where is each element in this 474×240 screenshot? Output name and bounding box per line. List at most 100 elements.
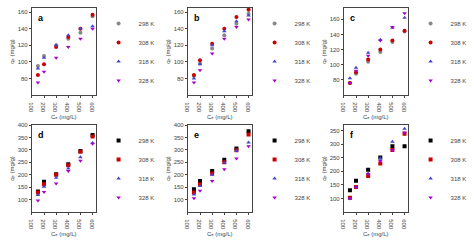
svg-text:328 K: 328 K bbox=[451, 78, 467, 84]
svg-text:400: 400 bbox=[220, 219, 226, 230]
svg-text:400: 400 bbox=[64, 102, 70, 113]
svg-text:200: 200 bbox=[18, 172, 29, 178]
svg-text:298 K: 298 K bbox=[451, 21, 467, 27]
svg-text:328 K: 328 K bbox=[139, 78, 155, 84]
svg-text:140: 140 bbox=[18, 26, 29, 32]
svg-text:Cₑ (mg/L): Cₑ (mg/L) bbox=[363, 231, 389, 237]
svg-text:308 K: 308 K bbox=[139, 157, 155, 163]
svg-text:Cₑ (mg/L): Cₑ (mg/L) bbox=[363, 114, 389, 120]
svg-text:qₑ (mg/g): qₑ (mg/g) bbox=[165, 39, 171, 64]
svg-text:318 K: 318 K bbox=[139, 59, 155, 65]
svg-text:308 K: 308 K bbox=[295, 40, 311, 46]
svg-text:100: 100 bbox=[18, 59, 29, 65]
svg-text:100: 100 bbox=[28, 102, 34, 113]
svg-text:600: 600 bbox=[401, 219, 407, 230]
svg-text:300: 300 bbox=[208, 219, 214, 230]
svg-text:80: 80 bbox=[21, 76, 28, 82]
svg-text:300: 300 bbox=[52, 102, 58, 113]
svg-text:100: 100 bbox=[18, 197, 29, 203]
svg-text:298 K: 298 K bbox=[139, 21, 155, 27]
svg-text:250: 250 bbox=[18, 159, 29, 165]
svg-text:150: 150 bbox=[330, 182, 341, 188]
svg-text:200: 200 bbox=[352, 102, 358, 113]
svg-text:298 K: 298 K bbox=[295, 138, 311, 144]
svg-text:200: 200 bbox=[352, 219, 358, 230]
svg-text:300: 300 bbox=[174, 147, 185, 153]
svg-text:80: 80 bbox=[177, 76, 184, 82]
svg-text:350: 350 bbox=[174, 135, 185, 141]
svg-text:200: 200 bbox=[196, 102, 202, 113]
svg-text:120: 120 bbox=[330, 47, 341, 53]
svg-text:100: 100 bbox=[184, 219, 190, 230]
svg-text:80: 80 bbox=[333, 77, 340, 83]
svg-text:400: 400 bbox=[174, 122, 185, 128]
svg-text:b: b bbox=[194, 13, 200, 23]
svg-text:350: 350 bbox=[330, 128, 341, 134]
svg-text:150: 150 bbox=[174, 184, 185, 190]
svg-text:100: 100 bbox=[174, 59, 185, 65]
svg-text:308 K: 308 K bbox=[295, 157, 311, 163]
svg-text:140: 140 bbox=[330, 32, 341, 38]
svg-text:Cₑ (mg/L): Cₑ (mg/L) bbox=[207, 231, 233, 237]
svg-text:100: 100 bbox=[330, 62, 341, 68]
svg-text:160: 160 bbox=[174, 9, 185, 15]
svg-text:318 K: 318 K bbox=[295, 59, 311, 65]
svg-text:300: 300 bbox=[208, 102, 214, 113]
svg-text:200: 200 bbox=[330, 168, 341, 174]
svg-text:a: a bbox=[38, 13, 44, 23]
svg-text:Cₑ (mg/L): Cₑ (mg/L) bbox=[51, 114, 77, 120]
svg-text:298 K: 298 K bbox=[139, 138, 155, 144]
svg-text:298 K: 298 K bbox=[295, 21, 311, 27]
svg-text:120: 120 bbox=[18, 42, 29, 48]
svg-text:500: 500 bbox=[232, 102, 238, 113]
svg-text:500: 500 bbox=[232, 219, 238, 230]
svg-text:100: 100 bbox=[28, 219, 34, 230]
svg-text:328 K: 328 K bbox=[451, 195, 467, 201]
svg-text:300: 300 bbox=[52, 219, 58, 230]
svg-text:e: e bbox=[194, 130, 199, 140]
svg-text:c: c bbox=[350, 13, 355, 23]
svg-text:Cₑ (mg/L): Cₑ (mg/L) bbox=[207, 114, 233, 120]
svg-text:100: 100 bbox=[184, 102, 190, 113]
svg-text:qₑ (mg/g): qₑ (mg/g) bbox=[9, 39, 15, 64]
svg-text:400: 400 bbox=[220, 102, 226, 113]
svg-text:250: 250 bbox=[174, 159, 185, 165]
svg-text:160: 160 bbox=[18, 9, 29, 15]
svg-text:328 K: 328 K bbox=[295, 195, 311, 201]
svg-text:600: 600 bbox=[89, 219, 95, 230]
svg-text:100: 100 bbox=[174, 197, 185, 203]
svg-text:qₑ (mg/g): qₑ (mg/g) bbox=[321, 156, 327, 181]
svg-text:100: 100 bbox=[330, 196, 341, 202]
svg-text:308 K: 308 K bbox=[139, 40, 155, 46]
svg-text:318 K: 318 K bbox=[139, 176, 155, 182]
svg-text:400: 400 bbox=[376, 219, 382, 230]
svg-text:300: 300 bbox=[364, 102, 370, 113]
svg-text:318 K: 318 K bbox=[451, 59, 467, 65]
svg-text:400: 400 bbox=[64, 219, 70, 230]
svg-text:160: 160 bbox=[330, 16, 341, 22]
svg-text:120: 120 bbox=[174, 42, 185, 48]
svg-text:300: 300 bbox=[18, 147, 29, 153]
svg-text:200: 200 bbox=[174, 172, 185, 178]
svg-text:250: 250 bbox=[330, 155, 341, 161]
svg-text:600: 600 bbox=[401, 102, 407, 113]
svg-text:f: f bbox=[350, 130, 354, 140]
svg-text:400: 400 bbox=[376, 102, 382, 113]
svg-text:200: 200 bbox=[40, 102, 46, 113]
svg-text:200: 200 bbox=[196, 219, 202, 230]
svg-text:140: 140 bbox=[174, 26, 185, 32]
svg-text:318 K: 318 K bbox=[451, 176, 467, 182]
svg-text:500: 500 bbox=[76, 102, 82, 113]
svg-text:200: 200 bbox=[40, 219, 46, 230]
svg-text:600: 600 bbox=[245, 102, 251, 113]
svg-text:Cₑ (mg/L): Cₑ (mg/L) bbox=[51, 231, 77, 237]
svg-text:350: 350 bbox=[18, 135, 29, 141]
svg-text:qₑ (mg/g): qₑ (mg/g) bbox=[9, 156, 15, 181]
svg-text:d: d bbox=[38, 130, 44, 140]
svg-text:318 K: 318 K bbox=[295, 176, 311, 182]
svg-text:400: 400 bbox=[18, 122, 29, 128]
svg-text:500: 500 bbox=[76, 219, 82, 230]
svg-text:100: 100 bbox=[340, 102, 346, 113]
svg-text:298 K: 298 K bbox=[451, 138, 467, 144]
svg-text:308 K: 308 K bbox=[451, 40, 467, 46]
